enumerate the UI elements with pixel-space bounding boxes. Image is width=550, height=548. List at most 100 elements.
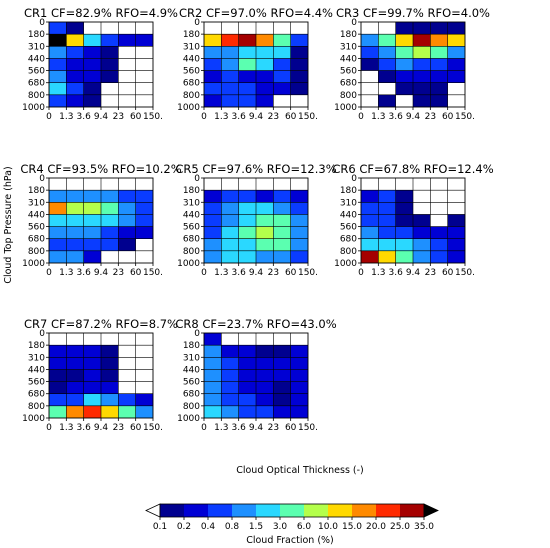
- heatmap-cell: [395, 202, 413, 215]
- colorbar-tick-label: 0.8: [225, 522, 240, 532]
- heatmap-cell: [238, 250, 256, 263]
- y-tick-label: 800: [340, 91, 357, 101]
- heatmap-cell: [378, 34, 396, 47]
- heatmap-cell: [238, 58, 256, 71]
- x-tick-label: 1.3: [371, 112, 385, 122]
- heatmap-cell: [49, 178, 67, 191]
- heatmap-cell: [135, 238, 153, 251]
- y-tick-label: 180: [340, 30, 357, 40]
- heatmap-cell: [118, 34, 136, 47]
- heatmap-cell: [221, 70, 239, 83]
- heatmap-cell: [204, 357, 222, 370]
- heatmap-cell: [273, 46, 291, 59]
- heatmap-cell: [378, 70, 396, 83]
- heatmap-cell: [49, 405, 67, 418]
- heatmap-cell: [49, 393, 67, 406]
- heatmap-cell: [447, 94, 465, 107]
- heatmap-cell: [290, 46, 308, 59]
- heatmap-cell: [135, 70, 153, 83]
- heatmap-cell: [83, 22, 101, 35]
- heatmap-cell: [118, 381, 136, 394]
- heatmap-cell: [101, 345, 119, 358]
- y-tick-label: 680: [183, 390, 200, 400]
- heatmap-cell: [118, 357, 136, 370]
- colorbar-tick-label: 25.0: [390, 522, 410, 532]
- x-tick-label: 0: [201, 268, 207, 278]
- heatmap-cell: [83, 34, 101, 47]
- heatmap-cell: [66, 214, 84, 227]
- heatmap-cell: [221, 357, 239, 370]
- heatmap-cell: [378, 94, 396, 107]
- y-tick-label: 1000: [334, 103, 357, 113]
- heatmap-cell: [395, 226, 413, 239]
- heatmap-cell: [430, 70, 448, 83]
- panel-cr1: CR1 CF=82.9% RFO=4.9%0180310440560680800…: [22, 6, 178, 122]
- y-tick-label: 800: [28, 247, 45, 257]
- heatmap-cell: [430, 58, 448, 71]
- y-tick-label: 680: [340, 79, 357, 89]
- y-tick-label: 440: [340, 210, 357, 220]
- x-tick-label: 3.6: [77, 112, 92, 122]
- y-tick-label: 0: [351, 18, 357, 28]
- heatmap-cell: [66, 226, 84, 239]
- x-tick-label: 9.4: [94, 423, 109, 433]
- heatmap-cell: [256, 405, 274, 418]
- heatmap-cell: [238, 178, 256, 191]
- heatmap-cell: [83, 178, 101, 191]
- heatmap-cell: [238, 34, 256, 47]
- heatmap-cell: [256, 393, 274, 406]
- heatmap-cell: [413, 226, 431, 239]
- heatmap-cell: [66, 381, 84, 394]
- y-tick-label: 440: [28, 210, 45, 220]
- heatmap-cell: [221, 393, 239, 406]
- x-tick-label: 23: [268, 112, 279, 122]
- y-tick-label: 560: [28, 223, 45, 233]
- colorbar-swatch: [160, 504, 185, 517]
- heatmap-cell: [273, 381, 291, 394]
- x-tick-label: 150.: [298, 423, 318, 433]
- heatmap-cell: [66, 22, 84, 35]
- colorbar-tick-label: 10.0: [318, 522, 338, 532]
- heatmap-cell: [378, 46, 396, 59]
- colorbar-tick-label: 15.0: [342, 522, 362, 532]
- heatmap-cell: [204, 22, 222, 35]
- x-axis-label: Cloud Optical Thickness (-): [236, 465, 364, 476]
- heatmap-cell: [430, 22, 448, 35]
- y-tick-label: 560: [183, 67, 200, 77]
- colorbar-swatch: [184, 504, 209, 517]
- heatmap-cell: [83, 190, 101, 203]
- heatmap-cell: [204, 34, 222, 47]
- heatmap-cell: [395, 190, 413, 203]
- y-tick-label: 680: [28, 79, 45, 89]
- heatmap-cell: [395, 94, 413, 107]
- x-tick-label: 23: [268, 423, 279, 433]
- heatmap-cell: [256, 58, 274, 71]
- y-tick-label: 800: [183, 91, 200, 101]
- heatmap-cell: [273, 34, 291, 47]
- x-tick-label: 1.3: [59, 112, 73, 122]
- y-tick-label: 180: [183, 186, 200, 196]
- heatmap-cell: [204, 250, 222, 263]
- x-tick-label: 60: [285, 423, 297, 433]
- heatmap-cell: [238, 345, 256, 358]
- heatmap-cell: [204, 345, 222, 358]
- x-tick-label: 3.6: [232, 268, 247, 278]
- heatmap-cell: [101, 238, 119, 251]
- heatmap-cell: [49, 46, 67, 59]
- heatmap-cell: [447, 214, 465, 227]
- heatmap-cell: [204, 238, 222, 251]
- heatmap-cell: [395, 82, 413, 95]
- y-tick-label: 800: [340, 247, 357, 257]
- heatmap-cell: [204, 405, 222, 418]
- heatmap-cell: [238, 94, 256, 107]
- x-tick-label: 60: [442, 112, 454, 122]
- heatmap-cell: [273, 393, 291, 406]
- heatmap-cell: [361, 22, 379, 35]
- heatmap-cell: [101, 94, 119, 107]
- y-tick-label: 0: [194, 18, 200, 28]
- heatmap-cell: [135, 46, 153, 59]
- heatmap-cell: [290, 381, 308, 394]
- heatmap-cell: [378, 238, 396, 251]
- heatmap-cell: [135, 214, 153, 227]
